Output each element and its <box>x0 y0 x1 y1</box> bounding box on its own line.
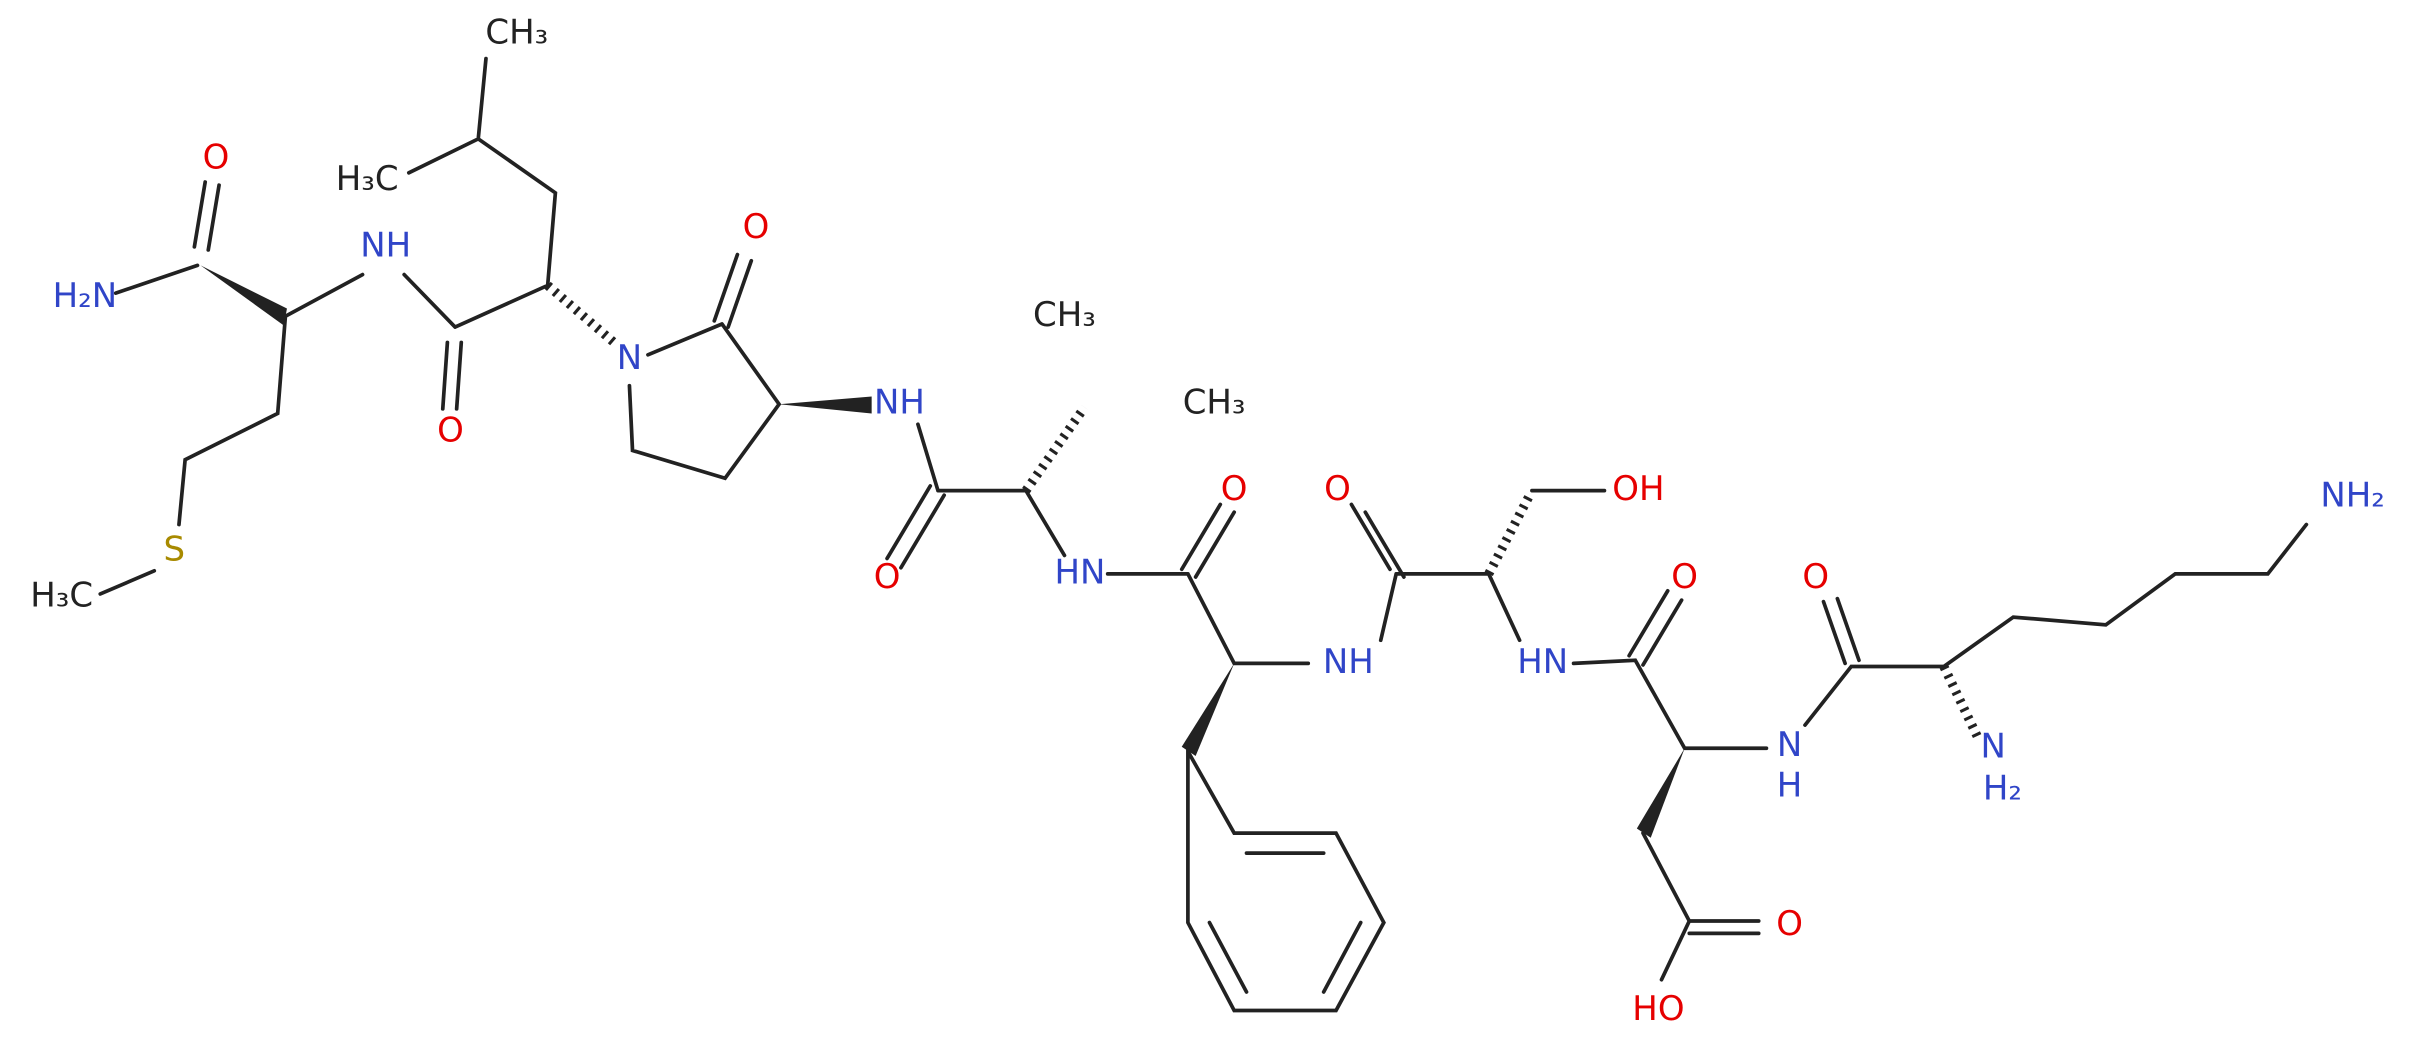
atom-label: OH <box>1612 469 1664 509</box>
atom-label: S <box>164 529 186 569</box>
atom-label: H₂ <box>1983 768 2022 808</box>
atom-label: O <box>1776 904 1803 944</box>
atom-label: H₃C <box>30 576 93 616</box>
atom-label: O <box>874 557 901 597</box>
atom-label: HO <box>1632 989 1684 1029</box>
atom-label: N <box>1981 727 2006 767</box>
atom-label: O <box>1324 469 1351 509</box>
atom-label: N <box>1777 725 1802 765</box>
atom-label: O <box>743 207 770 247</box>
atom-label: CH₃ <box>1183 383 1246 423</box>
atom-label: HN <box>1054 552 1105 592</box>
bonds <box>98 56 2309 1013</box>
atom-label: NH <box>1323 642 1374 682</box>
atom-label: O <box>1221 469 1248 509</box>
atom-label: NH <box>874 383 925 423</box>
atom-label: O <box>1671 557 1698 597</box>
atom-label: CH₃ <box>1033 295 1096 335</box>
atom-label: NH <box>360 225 411 265</box>
atom-label: NH₂ <box>2320 475 2385 515</box>
atom-label: H₃C <box>336 159 399 199</box>
atom-label: H₂N <box>53 276 118 316</box>
atom-label: O <box>1802 557 1829 597</box>
atom-label: N <box>617 338 642 378</box>
atom-label: O <box>437 410 464 450</box>
atom-label: O <box>203 137 230 177</box>
atom-label: CH₃ <box>485 12 548 52</box>
atom-label: HN <box>1517 642 1568 682</box>
atom-labels: O H₂N NH S H₃C CH₃ H₃C O N O NH CH₃ CH₃ … <box>30 12 2385 1029</box>
atom-label: H <box>1777 765 1803 805</box>
